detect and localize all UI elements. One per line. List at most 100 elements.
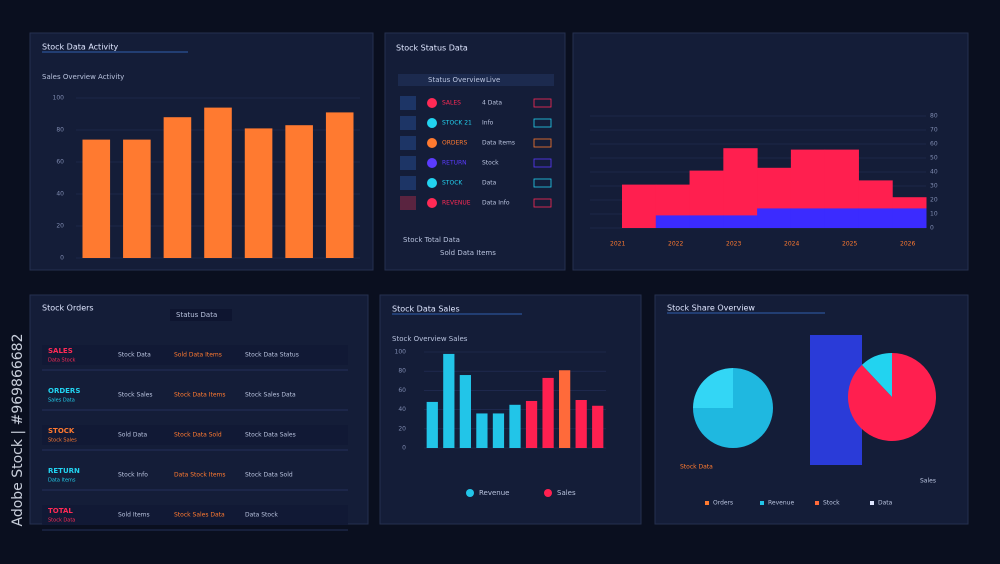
panel (572, 32, 969, 271)
status-dot (427, 138, 437, 148)
y-tick-label: 100 (395, 349, 407, 356)
y-tick-label: 40 (56, 191, 64, 198)
row-value: Data Info (482, 200, 510, 207)
badge: Sales (920, 478, 936, 485)
legend-dot (544, 489, 552, 497)
row-sub: Stock Data (48, 518, 75, 524)
x-tick-label: 2021 (610, 241, 625, 248)
row-label: ORDERS (442, 140, 467, 147)
row-name: SALES (48, 347, 73, 355)
y-tick-label: 40 (930, 169, 938, 176)
legend-label: Data (878, 500, 893, 507)
bar (325, 112, 354, 259)
pie-slice (693, 368, 733, 408)
pie-slice (861, 353, 892, 397)
x-tick-label: 2022 (668, 241, 683, 248)
panel-title: Stock Share Overview (667, 304, 755, 313)
step-area (622, 184, 657, 228)
row-value: Info (482, 120, 494, 127)
row-icon (400, 156, 416, 170)
legend-label: Revenue (768, 500, 794, 507)
cell: Stock Data (118, 352, 151, 359)
cell: Stock Data Sales (245, 432, 296, 439)
cell: Stock Data Sold (245, 472, 293, 479)
row-sub: Stock Sales (48, 438, 77, 444)
cell: Stock Data Sold (174, 432, 222, 439)
cell: Sold Data Items (174, 352, 222, 359)
bar (426, 401, 438, 448)
bar (82, 139, 111, 258)
bar (123, 139, 151, 258)
filter-box[interactable] (170, 309, 232, 321)
note: Stock Data (680, 464, 713, 471)
panel (29, 32, 374, 271)
row-value: 4 Data (482, 100, 502, 107)
table-row (42, 425, 348, 445)
bar (492, 413, 505, 448)
y-tick-label: 70 (930, 127, 938, 134)
y-tick-label: 60 (930, 141, 938, 148)
step-area (723, 215, 758, 228)
x-tick-label: 2023 (726, 241, 741, 248)
status-dot (427, 158, 437, 168)
bar (204, 107, 232, 258)
bar (542, 377, 554, 448)
row-name: ORDERS (48, 387, 80, 395)
row-tag (533, 198, 552, 208)
status-dot (427, 98, 437, 108)
bar (509, 404, 521, 448)
list-footer: Sold Data Items (440, 249, 496, 257)
step-area (858, 208, 893, 228)
cell: Stock Data Items (174, 392, 226, 399)
bar (443, 353, 455, 448)
y-tick-label: 0 (930, 225, 934, 232)
cell: Stock Sales Data (174, 512, 225, 519)
status-dot (427, 198, 437, 208)
row-value: Stock (482, 160, 499, 167)
bar (525, 400, 538, 448)
y-tick-label: 30 (930, 183, 938, 190)
bar (459, 375, 471, 448)
y-tick-label: 10 (930, 211, 938, 218)
row-label: SALES (442, 100, 461, 107)
legend-swatch (760, 501, 764, 505)
y-tick-label: 80 (930, 113, 938, 120)
legend-swatch (815, 501, 819, 505)
x-tick-label: 2026 (900, 241, 915, 248)
y-tick-label: 20 (398, 425, 406, 432)
y-tick-label: 40 (398, 406, 406, 413)
panel-title: Stock Data Activity (42, 43, 119, 52)
row-label: RETURN (442, 160, 467, 167)
bar (476, 413, 488, 448)
x-tick-label: 2024 (784, 241, 799, 248)
panel-title: Stock Orders (42, 304, 94, 313)
status-dot (427, 118, 437, 128)
bar (285, 125, 313, 258)
cell: Data Stock Items (174, 472, 226, 479)
filter[interactable]: Status Data (176, 311, 217, 319)
row-icon (400, 196, 416, 210)
row-value: Data (482, 180, 497, 187)
legend-label: Orders (713, 500, 733, 507)
step-area (790, 208, 826, 228)
panel-title: Stock Data Sales (392, 305, 460, 314)
cell: Data Stock (245, 512, 278, 519)
row-icon (400, 176, 416, 190)
bar (575, 400, 587, 448)
step-area (824, 208, 859, 228)
y-tick-label: 0 (60, 255, 64, 262)
row-label: STOCK 21 (442, 120, 472, 127)
row-tag (533, 178, 552, 188)
y-tick-label: 50 (930, 155, 938, 162)
step-area (689, 215, 724, 228)
y-tick-label: 60 (56, 159, 64, 166)
row-name: STOCK (48, 427, 75, 435)
row-tag (533, 158, 552, 168)
header-bar (398, 74, 554, 86)
row-sub: Data Items (48, 478, 76, 484)
list-footer: Stock Total Data (403, 236, 460, 244)
row-tag (533, 138, 552, 148)
row-sub: Data Stock (48, 358, 75, 364)
table-row (42, 465, 348, 485)
panel-title: Stock Status Data (396, 44, 468, 53)
